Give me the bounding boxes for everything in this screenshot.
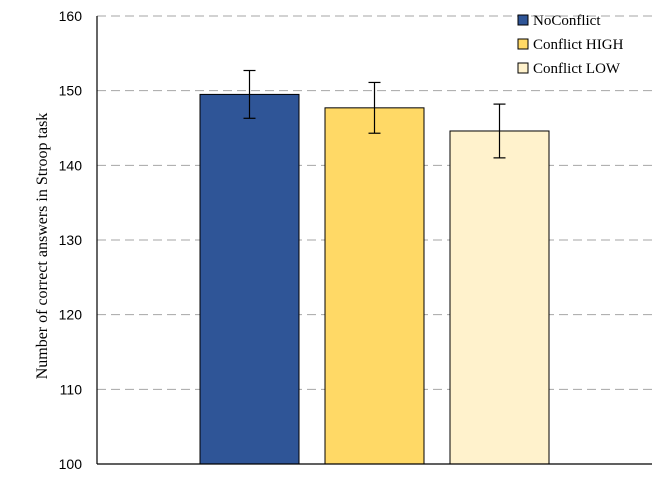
legend-swatch: [517, 14, 529, 26]
legend-label: NoConflict: [533, 13, 601, 29]
y-tick-label: 160: [59, 8, 83, 24]
gridlines: [97, 15, 652, 390]
legend-item: Conflict HIGH: [517, 37, 624, 53]
y-tick-label: 110: [60, 381, 83, 397]
legend-swatch: [517, 38, 529, 50]
error-bars: [243, 69, 506, 159]
error-bar: [493, 103, 506, 159]
y-tick-label: 150: [59, 83, 83, 99]
bar-conflict-low: [449, 130, 550, 465]
legend-label: Conflict HIGH: [533, 37, 624, 53]
legend-item: NoConflict: [517, 13, 601, 29]
legend-label: Conflict LOW: [533, 61, 621, 77]
legend: NoConflict Conflict HIGH Conflict LOW: [517, 13, 624, 77]
y-tick-label: 140: [59, 157, 83, 173]
legend-item: Conflict LOW: [517, 61, 621, 77]
y-tick-label: 100: [59, 456, 83, 472]
legend-swatch: [517, 62, 529, 74]
y-axis-title: Number of correct answers in Stroop task: [34, 113, 51, 380]
bar-conflict-high: [324, 107, 425, 465]
y-tick-labels: 100 110 120 130 140 150 160: [59, 8, 83, 472]
bar-noconflict: [199, 93, 300, 465]
bars: [199, 93, 550, 465]
error-bar: [243, 69, 256, 119]
error-bar: [368, 81, 381, 134]
y-tick-label: 120: [59, 307, 83, 323]
y-tick-label: 130: [59, 232, 83, 248]
